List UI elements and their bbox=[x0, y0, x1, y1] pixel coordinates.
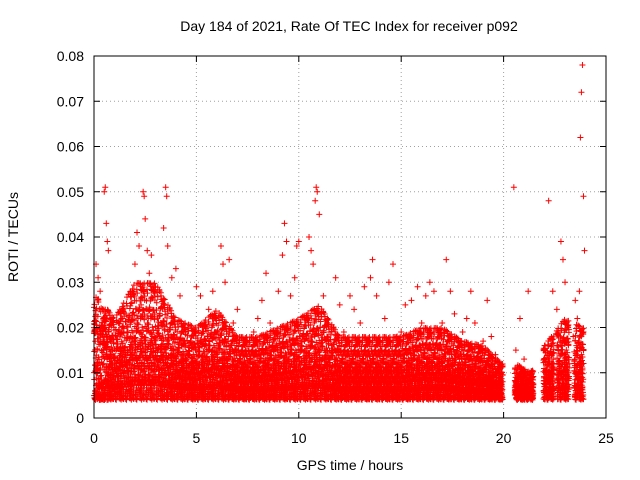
data-point bbox=[132, 334, 139, 341]
data-point bbox=[103, 333, 110, 340]
data-point bbox=[98, 372, 105, 379]
grid-lines bbox=[94, 56, 606, 418]
data-point bbox=[94, 313, 101, 320]
data-point bbox=[134, 320, 141, 327]
data-point bbox=[108, 344, 115, 351]
data-point bbox=[120, 305, 127, 312]
data-point bbox=[94, 370, 101, 377]
data-point bbox=[105, 308, 112, 315]
data-point bbox=[126, 313, 133, 320]
data-point bbox=[95, 296, 102, 303]
data-point bbox=[105, 328, 112, 335]
data-point bbox=[142, 334, 149, 341]
data-point bbox=[113, 360, 120, 367]
data-point bbox=[134, 346, 141, 353]
data-point bbox=[151, 280, 158, 287]
data-point bbox=[126, 305, 133, 312]
data-point bbox=[124, 324, 131, 331]
data-point bbox=[129, 342, 136, 349]
data-point bbox=[91, 301, 98, 308]
data-point bbox=[99, 361, 106, 368]
data-point bbox=[123, 323, 130, 330]
data-point bbox=[119, 340, 126, 347]
data-point bbox=[134, 290, 141, 297]
data-point bbox=[123, 352, 130, 359]
data-point bbox=[128, 339, 135, 346]
data-point bbox=[103, 340, 110, 347]
data-point bbox=[98, 305, 105, 312]
data-point bbox=[135, 321, 142, 328]
data-point bbox=[127, 321, 134, 328]
data-point bbox=[131, 293, 138, 300]
data-point bbox=[104, 343, 111, 350]
data-point bbox=[130, 309, 137, 316]
data-point bbox=[123, 311, 129, 318]
data-point bbox=[118, 351, 125, 358]
data-point bbox=[130, 282, 137, 289]
data-points bbox=[91, 62, 588, 403]
data-point bbox=[131, 312, 138, 319]
data-point bbox=[94, 346, 101, 353]
data-point bbox=[109, 314, 116, 321]
data-point bbox=[97, 373, 104, 380]
data-point bbox=[107, 351, 114, 358]
data-point bbox=[100, 361, 107, 368]
data-point bbox=[129, 329, 136, 336]
data-point bbox=[127, 300, 134, 307]
data-point bbox=[117, 333, 124, 340]
